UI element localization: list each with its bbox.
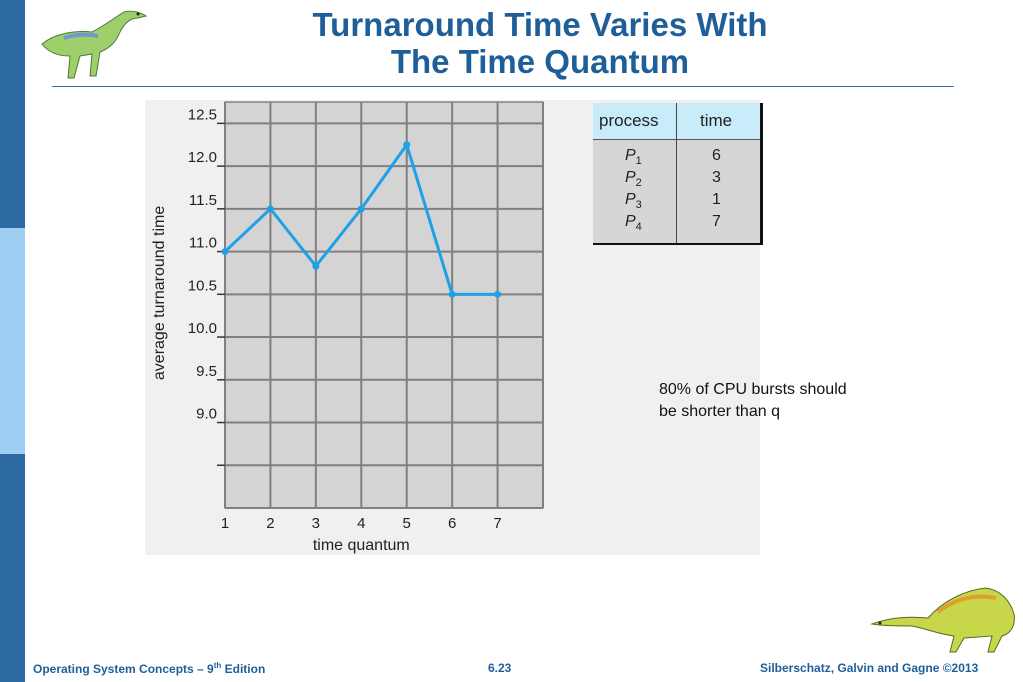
title-divider [52, 86, 954, 87]
process-table: process time P1 6 P2 3 P3 1 P4 7 [593, 103, 763, 245]
header-process: process [599, 111, 659, 130]
sidebar-stripe [0, 0, 25, 682]
process-name: P3 [625, 191, 642, 212]
x-tick-label: 6 [448, 515, 456, 532]
dinosaur-logo-icon [41, 10, 148, 79]
data-point [221, 248, 229, 256]
data-point [266, 205, 274, 213]
y-tick-label: 11.5 [189, 192, 217, 209]
process-time: 3 [712, 169, 721, 186]
process-time: 6 [712, 147, 721, 164]
footer-copyright: Silberschatz, Galvin and Gagne ©2013 [760, 661, 979, 675]
plot-area [224, 101, 544, 509]
sidebar-segment-middle [0, 228, 25, 454]
process-time: 1 [712, 191, 721, 208]
y-tick-label: 12.0 [188, 149, 217, 166]
title-line-2: The Time Quantum [390, 43, 690, 80]
y-tick-label: 10.5 [188, 277, 217, 294]
data-point [312, 262, 320, 270]
sidebar-segment-top [0, 0, 25, 228]
process-name: P2 [625, 169, 642, 190]
x-tick-label: 4 [357, 515, 365, 532]
note-line-1: 80% of CPU bursts should [659, 381, 847, 398]
data-point [403, 141, 411, 149]
x-tick-label: 3 [312, 515, 320, 532]
x-tick-label: 2 [266, 515, 274, 532]
y-tick-label: 11.0 [189, 235, 217, 252]
title-line-1: Turnaround Time Varies With [312, 6, 768, 43]
y-tick-label: 9.5 [196, 363, 217, 380]
x-tick-label: 1 [221, 515, 229, 532]
y-tick-label: 10.0 [188, 320, 217, 337]
x-axis-label: time quantum [313, 537, 410, 554]
data-point [448, 290, 456, 298]
cpu-burst-note: 80% of CPU bursts should be shorter than… [659, 379, 909, 423]
data-point [357, 205, 365, 213]
y-tick-label: 9.0 [196, 406, 217, 423]
table-header: process time [593, 103, 760, 140]
data-point [494, 290, 502, 298]
x-tick-label: 5 [403, 515, 411, 532]
header-time: time [700, 111, 733, 130]
sidebar-segment-bottom [0, 454, 25, 682]
process-name: P1 [625, 147, 642, 168]
table-column-divider [676, 103, 677, 243]
dinosaur-footer-icon [870, 587, 1015, 653]
x-tick-label: 7 [493, 515, 501, 532]
process-time: 7 [712, 213, 721, 230]
slide-title: Turnaround Time Varies With The Time Qua… [150, 6, 930, 80]
note-line-2: be shorter than q [659, 403, 780, 420]
y-axis-label: average turnaround time [151, 206, 168, 380]
y-tick-label: 12.5 [188, 106, 217, 123]
footer-page-number: 6.23 [488, 661, 512, 675]
footer-book-title: Operating System Concepts – 9th Edition [33, 661, 266, 676]
process-name: P4 [625, 213, 642, 234]
